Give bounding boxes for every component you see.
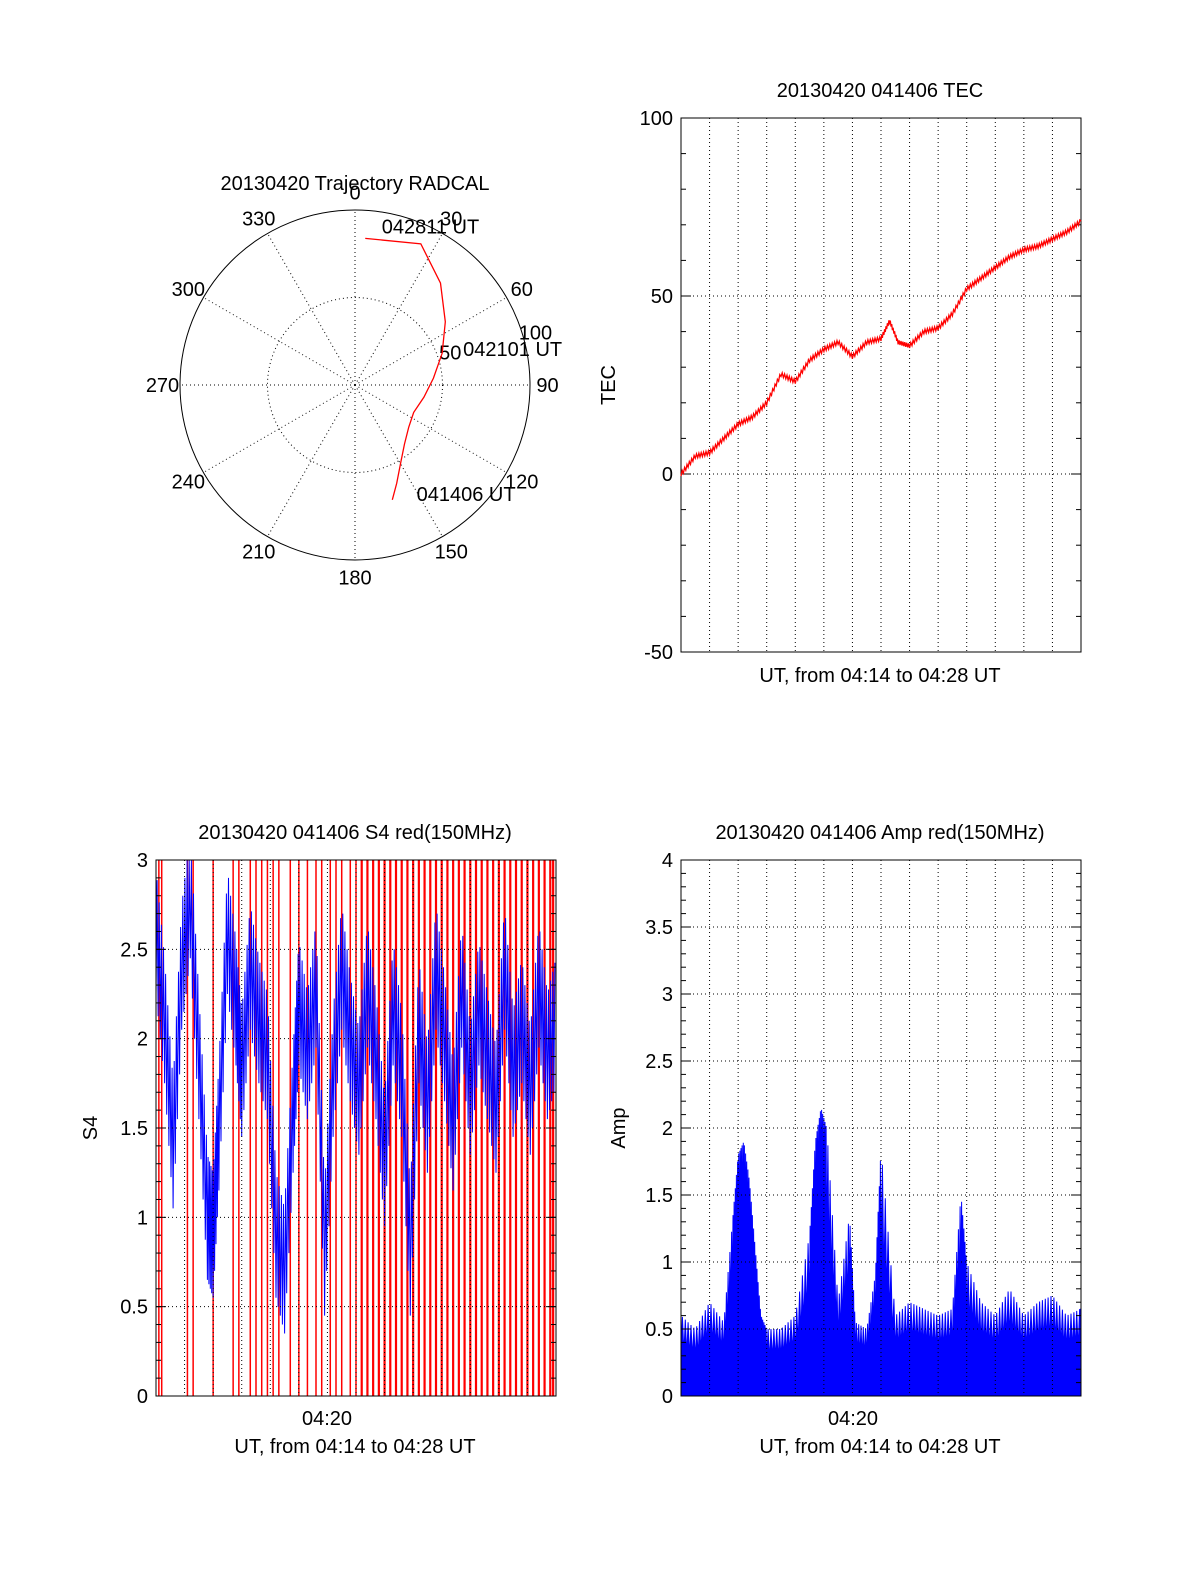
y-tick-label: 3 — [662, 984, 673, 1006]
tec-plot-frame — [680, 117, 1082, 653]
tec-y-axis-label: TEC — [598, 365, 620, 405]
y-tick-label: 0.5 — [645, 1319, 673, 1341]
polar-grid-spoke — [354, 384, 507, 473]
tec-chart: 20130420 041406 TEC -50 0 50 100 UT, from 0… — [598, 80, 1082, 687]
polar-angle-label: 180 — [338, 568, 371, 590]
polar-angle-label: 270 — [146, 375, 179, 397]
s4-x-tick-label: 04:20 — [302, 1408, 352, 1430]
trajectory-time-label: 042811 UT — [382, 216, 479, 238]
polar-angle-label: 60 — [511, 279, 533, 301]
y-tick-label: 2 — [662, 1118, 673, 1140]
trajectory-line — [365, 237, 446, 501]
polar-angle-label: 30 — [440, 208, 462, 230]
y-tick-label: 1.5 — [645, 1185, 673, 1207]
trajectory-time-label: 042101 UT — [463, 339, 562, 361]
y-tick-label: 0 — [662, 464, 673, 486]
polar-grid-spoke — [267, 384, 356, 537]
y-tick-label: 50 — [651, 286, 673, 308]
polar-angle-label: 0 — [349, 183, 360, 205]
amp-x-axis-label: UT, from 04:14 to 04:28 UT — [759, 1436, 1000, 1458]
s4-y-tick-labels: 0 0.5 1 1.5 2 2.5 3 — [120, 850, 148, 1408]
s4-x-axis-label: UT, from 04:14 to 04:28 UT — [234, 1436, 475, 1458]
polar-angle-labels: 0 30 60 90 120 150 180 210 240 270 300 330 — [146, 183, 559, 590]
y-tick-label: 100 — [640, 108, 673, 130]
polar-radius-label: 100 — [519, 323, 552, 345]
amp-x-tick-label: 04:20 — [828, 1408, 878, 1430]
amp-y-tick-labels: 0 0.5 1 1.5 2 2.5 3 3.5 4 — [645, 850, 673, 1408]
tec-grid — [681, 117, 1081, 653]
s4-blue-series-line — [155, 859, 556, 1334]
y-tick-label: 2.5 — [120, 939, 148, 961]
polar-radius-labels: 50 100 — [439, 323, 552, 365]
polar-angle-label: 240 — [172, 471, 205, 493]
polar-angle-label: 120 — [505, 471, 538, 493]
tec-chart-title: 20130420 041406 TEC — [777, 80, 983, 102]
polar-grid-ring — [267, 297, 443, 473]
polar-grid — [180, 210, 530, 560]
y-tick-label: 2.5 — [645, 1051, 673, 1073]
y-tick-label: 3.5 — [645, 917, 673, 939]
polar-trajectory-chart: 20130420 Trajectory RADCAL 0 30 60 90 120 150… — [146, 173, 562, 590]
y-tick-label: 0.5 — [120, 1297, 148, 1319]
y-tick-label: 0 — [137, 1386, 148, 1408]
s4-chart-title: 20130420 041406 S4 red(150MHz) — [198, 822, 512, 844]
amp-chart: 20130420 041406 Amp red(150MHz) 0 0.5 1 1.5… — [608, 822, 1082, 1458]
polar-grid-spoke — [354, 233, 443, 386]
polar-radius-label: 50 — [439, 342, 461, 364]
s4-plot-frame — [155, 859, 557, 1397]
amp-grid — [681, 859, 1081, 1397]
tec-x-axis-label: UT, from 04:14 to 04:28 UT — [759, 665, 1000, 687]
s4-y-axis-label: S4 — [80, 1116, 102, 1140]
y-tick-label: 0 — [662, 1386, 673, 1408]
y-tick-label: 2 — [137, 1029, 148, 1051]
tec-series-line — [680, 218, 1082, 477]
polar-grid-spoke — [354, 384, 443, 537]
polar-chart-title: 20130420 Trajectory RADCAL — [220, 173, 489, 195]
y-tick-label: 3 — [137, 850, 148, 872]
y-tick-label: 4 — [662, 850, 673, 872]
s4-chart: 20130420 041406 S4 red(150MHz) 0 0.5 1 1.5 2… — [80, 822, 557, 1458]
trajectory-annotations: 041406 UT 042101 UT 042811 UT — [382, 216, 562, 506]
polar-angle-label: 210 — [242, 542, 275, 564]
y-tick-label: -50 — [644, 642, 673, 664]
polar-grid-spoke — [267, 233, 356, 386]
trajectory-time-label: 041406 UT — [417, 484, 516, 506]
y-tick-label: 1 — [662, 1252, 673, 1274]
polar-angle-label: 150 — [435, 542, 468, 564]
y-tick-label: 1 — [137, 1207, 148, 1229]
polar-outer-ring — [179, 209, 531, 561]
polar-angle-label: 330 — [242, 208, 275, 230]
y-tick-label: 1.5 — [120, 1118, 148, 1140]
polar-angle-label: 90 — [536, 375, 558, 397]
amp-y-axis-label: Amp — [608, 1107, 630, 1148]
tec-y-tick-labels: -50 0 50 100 — [640, 108, 673, 664]
amp-chart-title: 20130420 041406 Amp red(150MHz) — [715, 822, 1044, 844]
amp-plot-frame — [680, 859, 1082, 1397]
polar-angle-label: 300 — [172, 279, 205, 301]
